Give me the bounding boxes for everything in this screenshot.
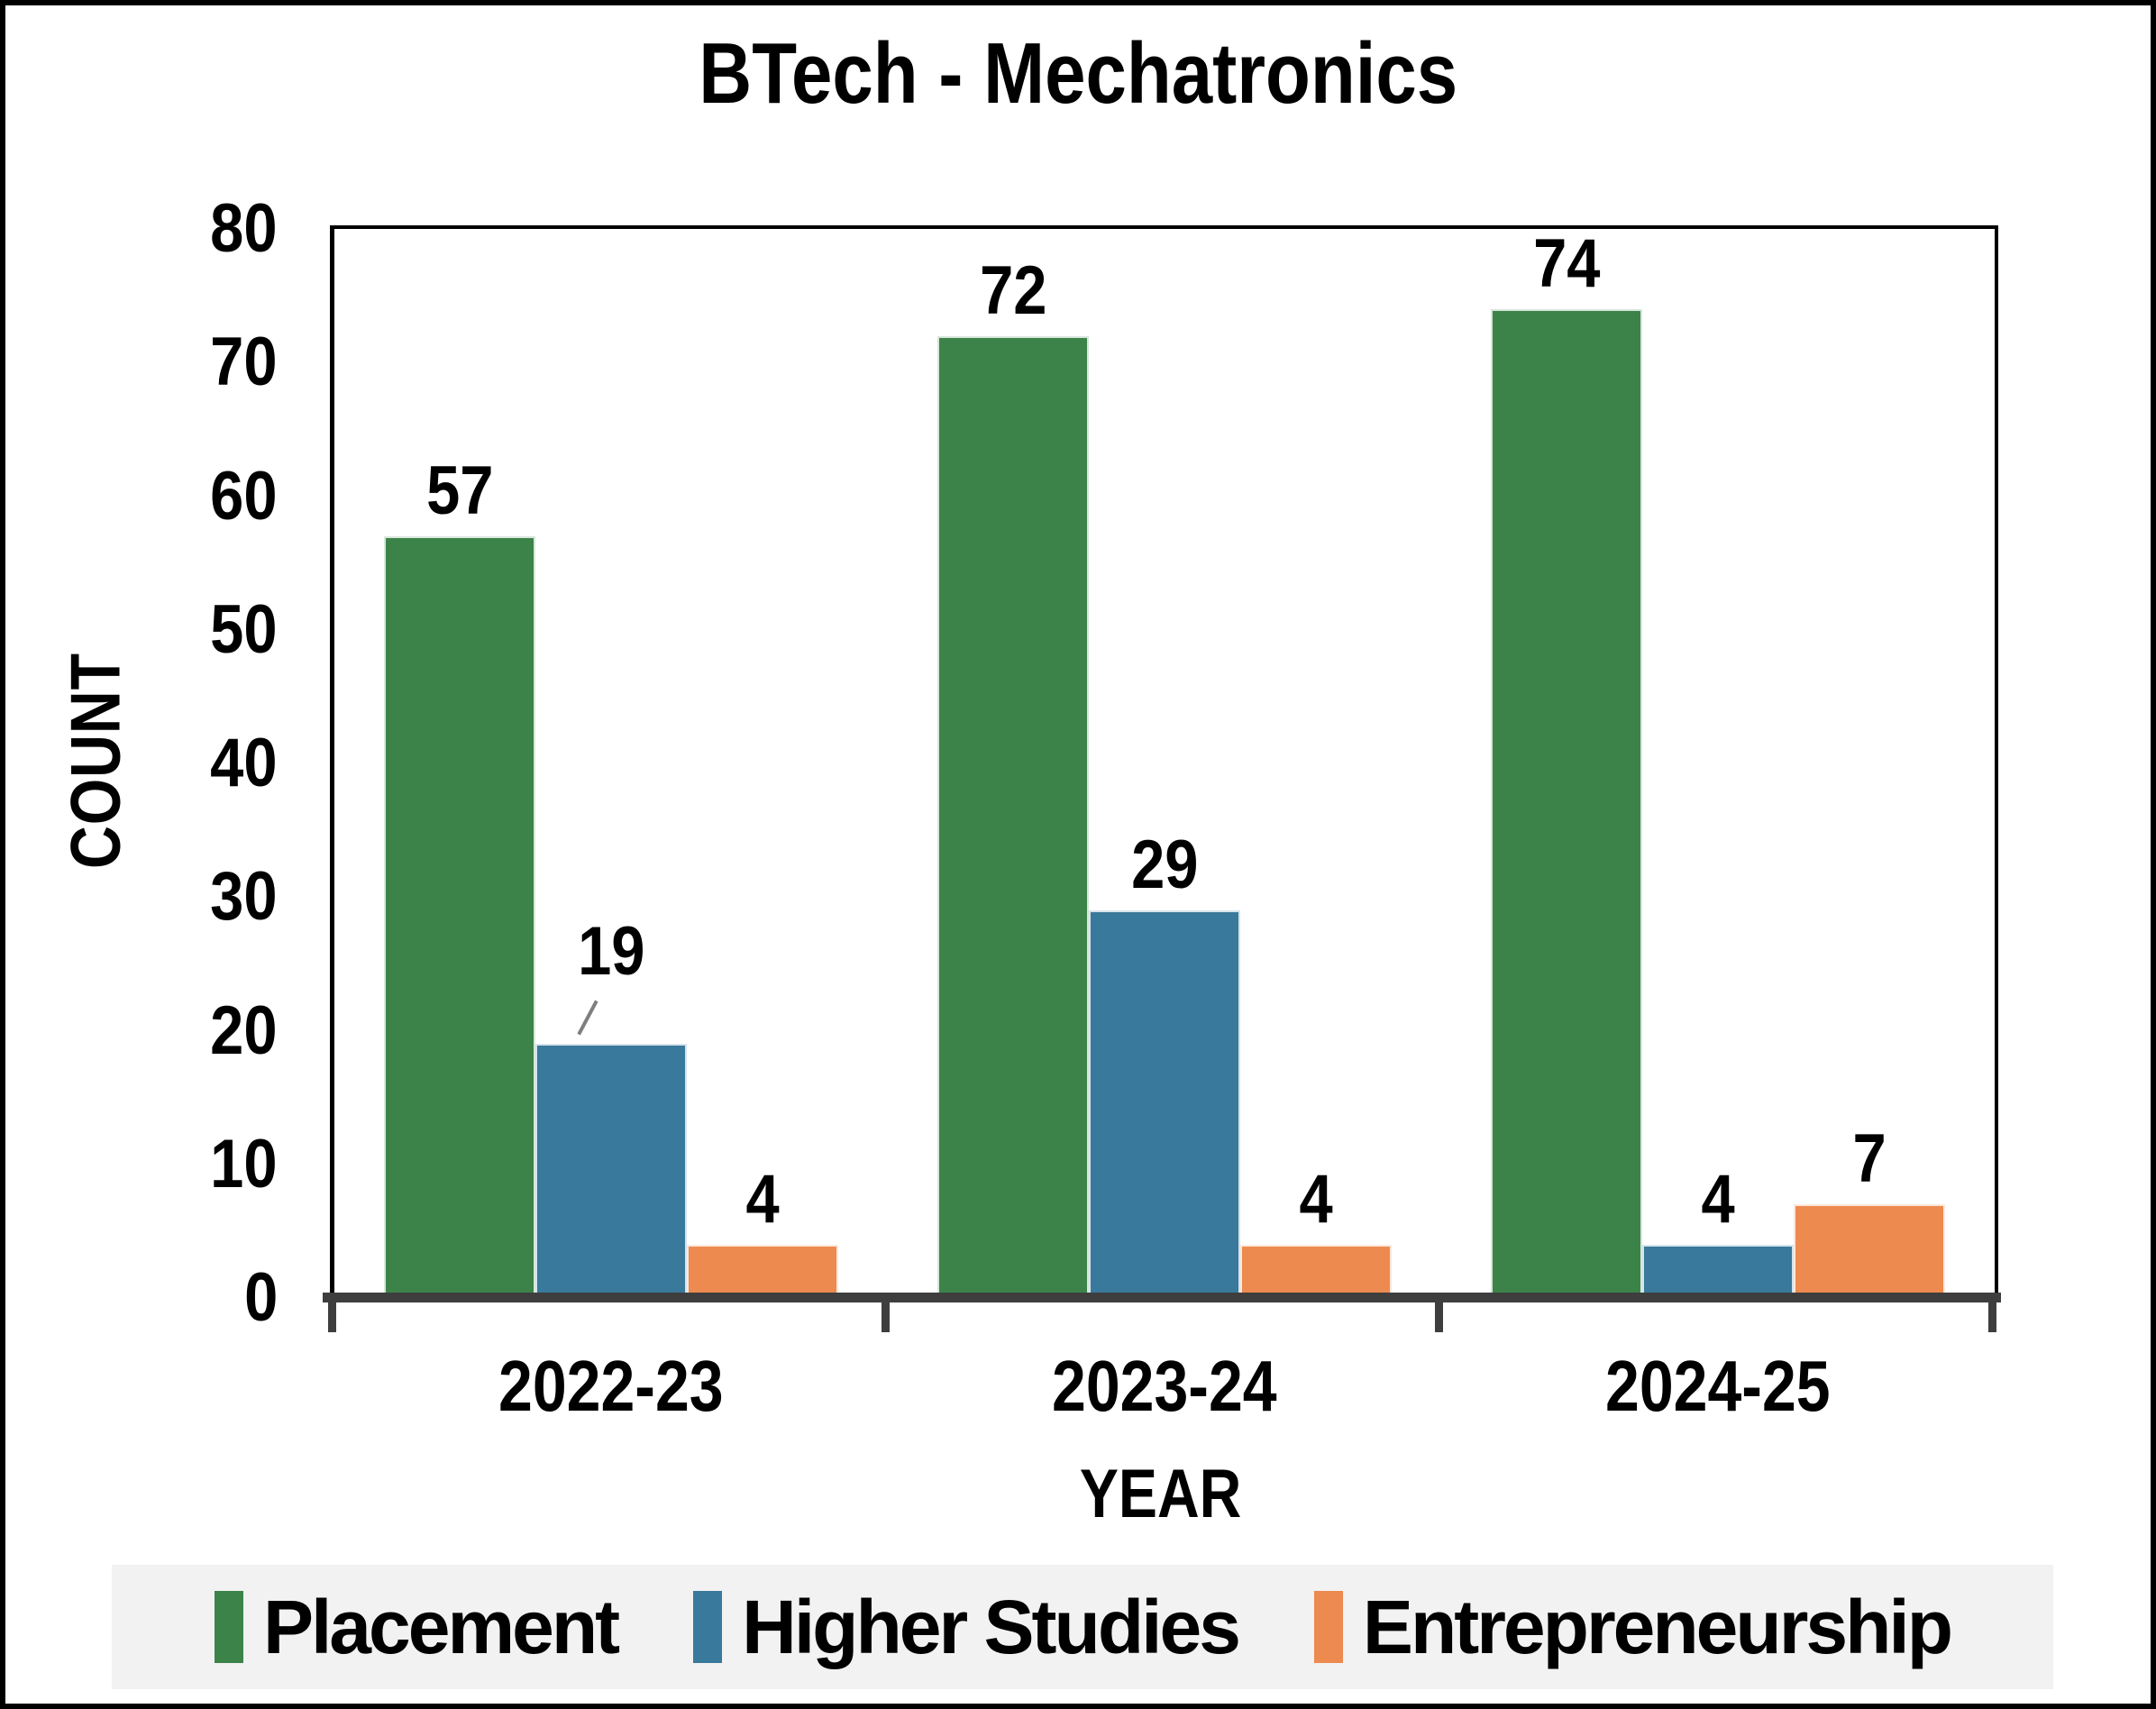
bar-placement-2023-24 bbox=[937, 335, 1089, 1298]
bar-entrepreneurship-2024-25 bbox=[1794, 1204, 1945, 1298]
x-axis-title-text: YEAR bbox=[1080, 1456, 1242, 1532]
bar-value-text: 7 bbox=[1852, 1120, 1886, 1198]
data-label-leader-line bbox=[577, 1000, 598, 1036]
bar-value-text: 4 bbox=[1701, 1160, 1735, 1238]
y-tick-label-80: 80 bbox=[5, 189, 278, 269]
y-tick-text: 10 bbox=[210, 1125, 278, 1202]
legend: Placement Higher Studies Entrepreneurship bbox=[112, 1565, 2053, 1689]
x-axis-tick bbox=[1988, 1293, 1996, 1332]
y-tick-label-0: 0 bbox=[5, 1258, 278, 1338]
x-category-label-2023-24: 2023-24 bbox=[966, 1350, 1363, 1422]
bar-value-label-higher-studies-2023-24: 29 bbox=[1065, 831, 1264, 900]
y-tick-label-40: 40 bbox=[5, 724, 278, 803]
bar-value-label-placement-2023-24: 72 bbox=[914, 251, 1112, 329]
x-axis-tick bbox=[1435, 1293, 1443, 1332]
y-tick-text: 40 bbox=[210, 725, 278, 801]
y-tick-text: 80 bbox=[210, 190, 278, 267]
bar-value-label-placement-2022-23: 57 bbox=[361, 452, 559, 529]
y-axis-title: COUNT bbox=[55, 653, 137, 869]
y-tick-text: 50 bbox=[210, 590, 278, 668]
y-tick-text: 30 bbox=[210, 858, 278, 936]
bar-value-label-entrepreneurship-2024-25: 7 bbox=[1770, 1125, 1969, 1193]
bar-value-text: 29 bbox=[1130, 827, 1199, 904]
bar-value-text: 4 bbox=[745, 1160, 780, 1238]
x-category-text: 2022-23 bbox=[498, 1346, 724, 1426]
bar-value-label-higher-studies-2024-25: 4 bbox=[1619, 1165, 1817, 1234]
legend-label-higher-studies: Higher Studies bbox=[742, 1585, 1241, 1669]
y-tick-label-20: 20 bbox=[5, 992, 278, 1071]
y-tick-text: 60 bbox=[210, 457, 278, 535]
y-tick-text: 20 bbox=[210, 992, 278, 1069]
y-tick-label-70: 70 bbox=[5, 323, 278, 402]
bar-entrepreneurship-2022-23 bbox=[687, 1244, 838, 1298]
x-axis-tick bbox=[882, 1293, 890, 1332]
y-tick-label-60: 60 bbox=[5, 457, 278, 536]
y-tick-label-10: 10 bbox=[5, 1125, 278, 1204]
bar-entrepreneurship-2023-24 bbox=[1240, 1244, 1392, 1298]
bar-value-text: 57 bbox=[425, 452, 494, 529]
x-axis-title: YEAR bbox=[963, 1460, 1359, 1529]
y-tick-label-30: 30 bbox=[5, 857, 278, 937]
bar-value-label-entrepreneurship-2022-23: 4 bbox=[663, 1165, 862, 1234]
plot-area: 57 19 4 72 29 4 74 4 7 bbox=[330, 225, 1998, 1298]
legend-item-higher-studies: Higher Studies bbox=[693, 1585, 1241, 1669]
x-category-label-2024-25: 2024-25 bbox=[1520, 1350, 1916, 1422]
legend-item-entrepreneurship: Entrepreneurship bbox=[1313, 1585, 1953, 1669]
legend-label-placement: Placement bbox=[262, 1585, 620, 1669]
bar-value-label-entrepreneurship-2023-24: 4 bbox=[1217, 1165, 1415, 1234]
legend-label-entrepreneurship: Entrepreneurship bbox=[1362, 1585, 1953, 1669]
bar-value-text: 19 bbox=[577, 913, 645, 991]
bar-higher-studies-2024-25 bbox=[1642, 1244, 1794, 1298]
bar-value-text: 4 bbox=[1299, 1160, 1333, 1238]
bar-value-text: 72 bbox=[979, 251, 1047, 329]
x-axis-tick bbox=[328, 1293, 336, 1332]
x-axis-line bbox=[323, 1293, 2001, 1302]
bar-value-label-higher-studies-2022-23: 19 bbox=[512, 918, 710, 986]
bar-placement-2022-23 bbox=[384, 535, 535, 1298]
chart-title: BTech - Mechatronics bbox=[5, 25, 2151, 122]
legend-swatch-higher-studies bbox=[693, 1591, 723, 1663]
bar-placement-2024-25 bbox=[1491, 308, 1642, 1298]
x-category-text: 2024-25 bbox=[1605, 1346, 1831, 1426]
y-tick-text: 70 bbox=[210, 324, 278, 401]
y-tick-text: 0 bbox=[243, 1259, 278, 1336]
legend-swatch-placement bbox=[214, 1591, 243, 1663]
bar-value-text: 74 bbox=[1532, 224, 1601, 302]
bar-value-label-placement-2024-25: 74 bbox=[1467, 224, 1666, 302]
x-category-label-2022-23: 2022-23 bbox=[413, 1350, 809, 1422]
bar-higher-studies-2022-23 bbox=[535, 1044, 687, 1298]
y-axis-title-text: COUNT bbox=[55, 653, 135, 869]
legend-swatch-entrepreneurship bbox=[1313, 1591, 1343, 1663]
bar-higher-studies-2023-24 bbox=[1089, 910, 1240, 1298]
y-tick-label-50: 50 bbox=[5, 590, 278, 670]
chart-title-text: BTech - Mechatronics bbox=[699, 25, 1457, 122]
legend-item-placement: Placement bbox=[214, 1585, 620, 1669]
x-category-text: 2023-24 bbox=[1052, 1346, 1277, 1426]
